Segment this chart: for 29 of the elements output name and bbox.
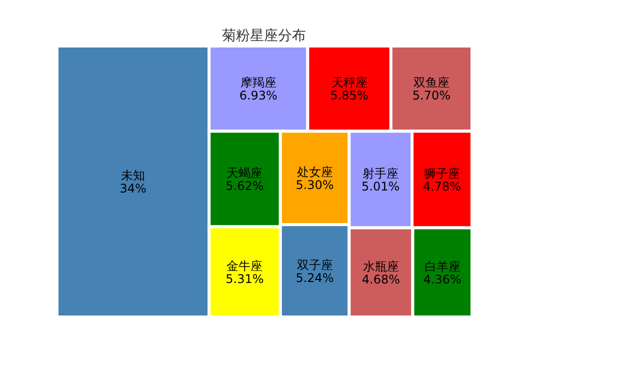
- category-label: 双鱼座: [413, 76, 450, 90]
- data-label: 5.31%: [226, 272, 264, 286]
- data-label: 4.78%: [422, 180, 462, 194]
- category-label: 天秤座: [331, 76, 368, 90]
- cell: 狮子座 4.78%: [410, 130, 474, 230]
- category-label: 水瓶座: [362, 259, 399, 274]
- text: 菊粉星座分布: [222, 28, 306, 44]
- data-label: 4.36%: [423, 272, 462, 286]
- cell: 水瓶座 4.68%: [348, 226, 414, 318]
- category-label: 处女座: [296, 164, 333, 179]
- data-label: 5.30%: [296, 178, 334, 192]
- category-label: 摩羯座: [240, 76, 276, 90]
- data-label: 5.85%: [330, 88, 368, 103]
- category-label: 天蝎座: [226, 166, 263, 180]
- cell: 金牛座 5.31%: [208, 225, 282, 318]
- category-label: 金牛座: [226, 258, 263, 273]
- data-label: 4.68%: [362, 272, 400, 286]
- data-label: 5.70%: [412, 88, 451, 103]
- category-label: 双子座: [296, 258, 333, 272]
- cell: 白羊座 4.36%: [411, 226, 474, 318]
- data-label: 5.62%: [226, 178, 264, 193]
- category-label: 狮子座: [424, 166, 460, 180]
- data-label: 6.93%: [239, 88, 278, 103]
- category-label: 未知: [121, 168, 146, 182]
- data-label: 5.01%: [362, 180, 400, 194]
- category-label: 射手座: [362, 166, 399, 180]
- data-label: 34%: [120, 182, 146, 196]
- category-label: 白羊座: [424, 259, 460, 274]
- data-label: 5.24%: [296, 270, 334, 285]
